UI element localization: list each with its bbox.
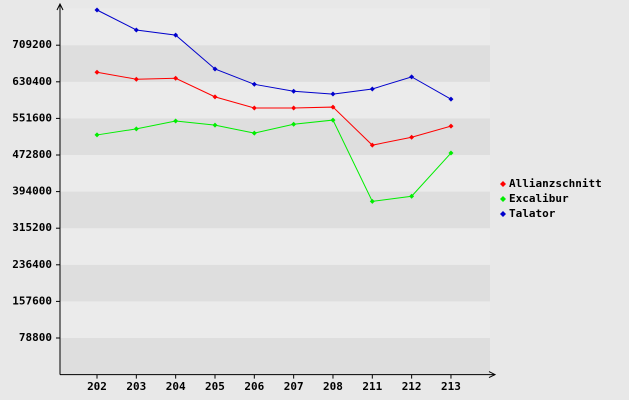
data-point <box>94 7 100 13</box>
data-point <box>409 74 415 80</box>
y-tick-label: 236400 <box>12 258 52 271</box>
legend-label: Allianzschnitt <box>509 177 602 190</box>
data-point <box>448 150 454 156</box>
plot-band <box>60 45 490 82</box>
x-tick-label: 213 <box>441 380 461 393</box>
data-point <box>173 32 179 38</box>
y-tick-label: 472800 <box>12 148 52 161</box>
data-point <box>369 142 375 148</box>
x-tick-label: 208 <box>323 380 343 393</box>
data-point <box>291 105 297 111</box>
x-axis-arrow <box>488 371 497 379</box>
plot-band <box>60 228 490 265</box>
data-point <box>212 122 218 128</box>
data-point <box>330 91 336 97</box>
legend-marker <box>500 181 506 187</box>
x-tick-label: 204 <box>166 380 186 393</box>
y-tick-label: 78800 <box>19 331 52 344</box>
plot-band <box>60 118 490 155</box>
y-tick-label: 394000 <box>12 185 52 198</box>
data-point <box>291 121 297 127</box>
data-point <box>369 198 375 204</box>
y-tick-label: 157600 <box>12 294 52 307</box>
plot-band <box>60 191 490 229</box>
plot-band <box>60 8 490 46</box>
y-tick-label: 630400 <box>12 75 52 88</box>
x-tick-label: 207 <box>284 380 304 393</box>
x-tick-label: 206 <box>244 380 264 393</box>
x-tick-label: 205 <box>205 380 225 393</box>
y-tick-label: 551600 <box>12 111 52 124</box>
x-tick-label: 202 <box>87 380 107 393</box>
data-point <box>94 132 100 138</box>
plot-band <box>60 301 490 338</box>
data-point <box>133 27 139 33</box>
data-point <box>251 81 257 87</box>
legend-marker <box>500 211 506 217</box>
plot-band <box>60 338 490 375</box>
data-point <box>212 94 218 100</box>
data-point <box>251 130 257 136</box>
legend-marker <box>500 196 506 202</box>
series-line <box>96 119 452 202</box>
plot-band <box>60 155 490 192</box>
x-tick-label: 212 <box>402 380 422 393</box>
data-point <box>409 193 415 199</box>
data-point <box>409 134 415 140</box>
y-axis-arrow <box>56 2 64 11</box>
data-point <box>448 96 454 102</box>
data-point <box>330 117 336 123</box>
x-tick-label: 203 <box>126 380 146 393</box>
data-point <box>212 66 218 72</box>
data-point <box>133 126 139 132</box>
plot-band <box>60 81 490 119</box>
plot-band <box>60 264 490 302</box>
y-tick-label: 315200 <box>12 221 52 234</box>
data-point <box>251 105 257 111</box>
series-line <box>96 71 452 146</box>
data-point <box>173 118 179 124</box>
data-point <box>94 69 100 75</box>
series-line <box>96 9 452 100</box>
data-point <box>133 76 139 82</box>
data-point <box>291 88 297 94</box>
legend-label: Talator <box>509 207 556 220</box>
data-point <box>173 75 179 81</box>
data-point <box>448 123 454 129</box>
data-point <box>330 104 336 110</box>
data-point <box>369 86 375 92</box>
x-tick-label: 211 <box>362 380 382 393</box>
legend-label: Excalibur <box>509 192 569 205</box>
y-tick-label: 709200 <box>12 38 52 51</box>
